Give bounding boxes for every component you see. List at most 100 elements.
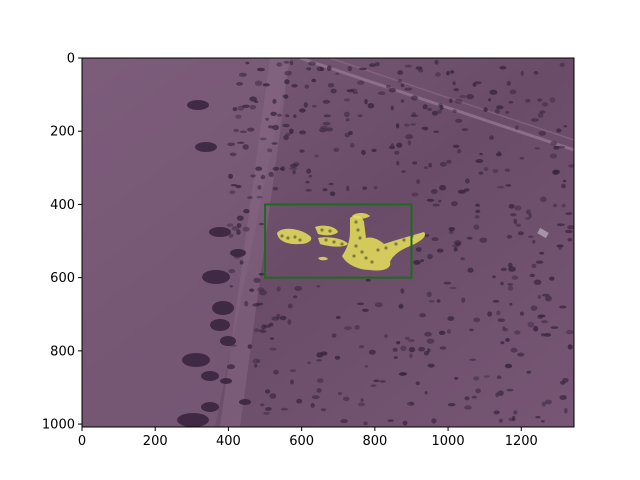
tree-shadow (247, 344, 253, 349)
tree-shadow (396, 160, 400, 166)
tree-shadow (390, 105, 394, 111)
tree-shadow (473, 317, 481, 323)
tree-shadow (505, 184, 512, 187)
tree-shadow (512, 415, 516, 422)
tree-shadow (349, 88, 358, 92)
tree-shadow (404, 64, 412, 68)
tree-shadow (471, 395, 478, 399)
mask-region-small (318, 256, 328, 261)
tree-shadow (448, 227, 455, 232)
tree-shadow (259, 289, 267, 296)
tree-shadow (418, 346, 425, 352)
tree-shadow (410, 114, 419, 118)
tree-shadow (532, 239, 536, 244)
y-axis: 0 200 400 600 800 1000 (42, 52, 82, 433)
tree-shadow (289, 128, 294, 134)
tree-shadow (316, 388, 322, 393)
tree-shadow (272, 99, 277, 104)
tree-shadow (250, 174, 256, 178)
tree-shadow (362, 186, 368, 191)
tree-shadow (233, 253, 241, 259)
tree-shadow (400, 83, 405, 88)
tree-shadow (227, 364, 235, 370)
tree-shadow (304, 84, 309, 89)
tree-shadow (325, 127, 334, 132)
tree-shadow (265, 407, 272, 411)
tree-shadow (335, 315, 341, 320)
tree-shadow (354, 325, 360, 330)
tree-shadow (549, 97, 556, 103)
tree-shadow (368, 349, 376, 355)
tree-shadow (405, 134, 414, 140)
x-tick-label: 400 (216, 434, 241, 449)
tree-shadow (352, 91, 358, 94)
tree-shadow (483, 375, 490, 378)
tree-shadow (283, 61, 290, 64)
tree-shadow (378, 91, 386, 95)
tree-shadow (502, 327, 509, 332)
tree-shadows (177, 59, 574, 427)
tree-shadow (434, 59, 439, 65)
tree-shadow (469, 328, 474, 332)
tree-shadow (438, 330, 446, 335)
mask-dot (324, 238, 328, 242)
tree-shadow (288, 167, 297, 170)
tree-shadow (272, 124, 279, 131)
tree-shadow (232, 107, 238, 112)
tree-shadow (256, 67, 265, 72)
tree-shadow (239, 399, 251, 405)
tree-shadow (534, 147, 540, 150)
tree-shadow (557, 145, 566, 149)
tree-shadow (272, 166, 280, 171)
tree-shadow (229, 344, 237, 347)
tree-shadow (505, 337, 510, 342)
tree-shadow (514, 330, 521, 335)
tree-shadow (320, 408, 327, 412)
segmentation-mask (277, 213, 426, 271)
tree-shadow (322, 121, 331, 126)
tree-shadow (290, 379, 294, 385)
tree-shadow (473, 376, 480, 381)
tree-shadow (535, 260, 544, 264)
tree-shadow (280, 407, 288, 411)
mask-dot (384, 246, 388, 250)
tree-shadow (202, 270, 230, 284)
tree-shadow (308, 174, 313, 178)
tree-shadow (527, 235, 534, 239)
tree-shadow (212, 301, 234, 315)
tree-shadow (407, 140, 412, 146)
tree-shadow (291, 84, 298, 88)
tree-shadow (263, 324, 271, 328)
tree-shadow (525, 217, 531, 220)
tree-shadow (530, 305, 538, 311)
mask-dot (293, 235, 297, 239)
tree-shadow (359, 67, 367, 71)
tree-shadow (415, 247, 422, 252)
tree-shadow (242, 226, 250, 232)
tree-shadow (388, 87, 397, 93)
tree-shadow (231, 226, 240, 231)
tree-shadow (540, 196, 547, 203)
tree-shadow (269, 337, 275, 340)
tree-shadow (463, 188, 470, 192)
tree-shadow (229, 285, 234, 288)
tree-shadow (319, 127, 327, 133)
tree-shadow (488, 98, 492, 102)
tree-shadow (404, 336, 410, 341)
tree-shadow (259, 222, 264, 226)
tree-shadow (269, 393, 277, 399)
tree-shadow (455, 242, 462, 246)
tree-shadow (226, 223, 234, 227)
tree-shadow (320, 351, 328, 356)
tree-shadow (247, 195, 253, 200)
tree-shadow (361, 149, 366, 156)
tree-shadow (533, 325, 539, 332)
tree-shadow (400, 288, 405, 294)
tree-shadow (195, 142, 217, 152)
mask-dot (328, 229, 332, 233)
tree-shadow (346, 89, 355, 93)
y-tick-label: 800 (50, 344, 75, 359)
tree-shadow (540, 420, 545, 423)
tree-shadow (504, 363, 513, 369)
tree-shadow (238, 72, 247, 77)
